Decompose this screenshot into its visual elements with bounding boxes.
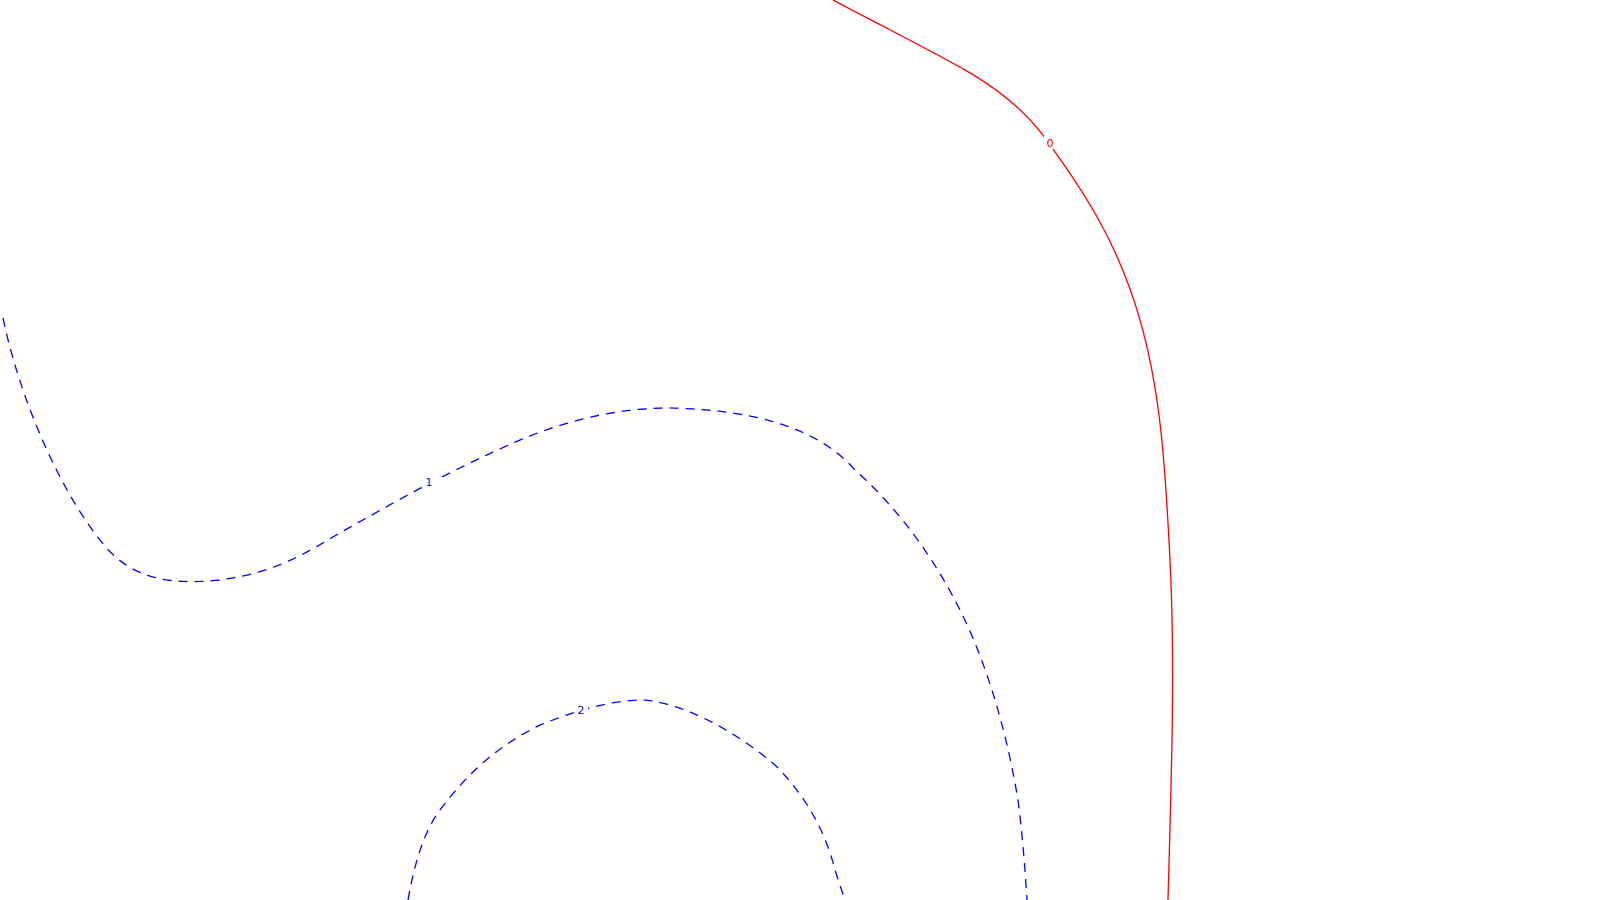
contour-line-level-0 [832,0,1174,900]
contour-label-level-1-bg [422,475,436,488]
contour-label-level-0: 0 [1047,137,1054,150]
contour-label-level-2-bg [574,703,588,716]
contour-line-level-2 [407,699,846,900]
contour-line-level-1 [2,317,1028,900]
contour-label-level-2: 2 [578,704,585,717]
contour-label-level-1: 1 [426,476,433,489]
contour-label-level-0-bg [1044,136,1056,149]
